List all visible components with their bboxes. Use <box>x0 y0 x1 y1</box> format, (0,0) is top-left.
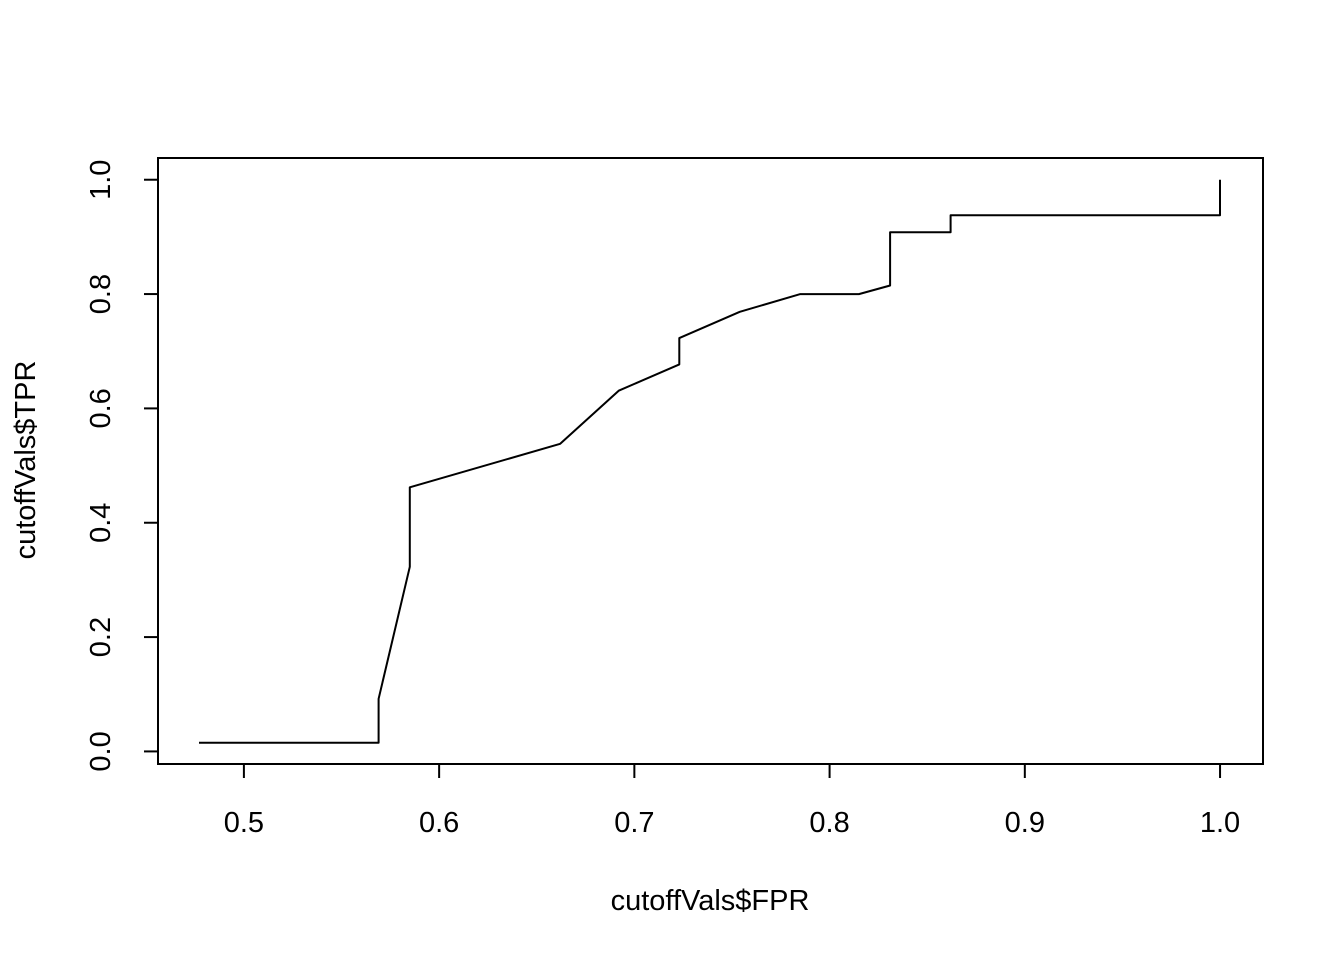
x-tick-label: 0.6 <box>419 807 459 839</box>
y-tick-label: 0.2 <box>85 617 117 657</box>
y-tick-label: 0.8 <box>85 274 117 314</box>
plot-frame <box>157 157 1264 765</box>
x-tick-label: 0.5 <box>224 807 264 839</box>
x-tick-label: 0.9 <box>1005 807 1045 839</box>
x-axis-label: cutoffVals$FPR <box>611 885 810 917</box>
x-tick-label: 1.0 <box>1200 807 1240 839</box>
x-tick-label: 0.8 <box>809 807 849 839</box>
y-tick-label: 0.0 <box>85 731 117 771</box>
y-axis: 0.0 0.2 0.4 0.6 0.8 1.0 <box>85 160 159 772</box>
y-axis-label: cutoffVals$TPR <box>10 361 42 560</box>
x-tick-label: 0.7 <box>614 807 654 839</box>
tpr-fpr-step-line <box>199 179 1221 744</box>
y-tick-label: 1.0 <box>85 160 117 200</box>
y-tick-label: 0.6 <box>85 388 117 428</box>
y-tick-label: 0.4 <box>85 503 117 543</box>
x-axis: 0.5 0.6 0.7 0.8 0.9 1.0 <box>224 763 1240 839</box>
